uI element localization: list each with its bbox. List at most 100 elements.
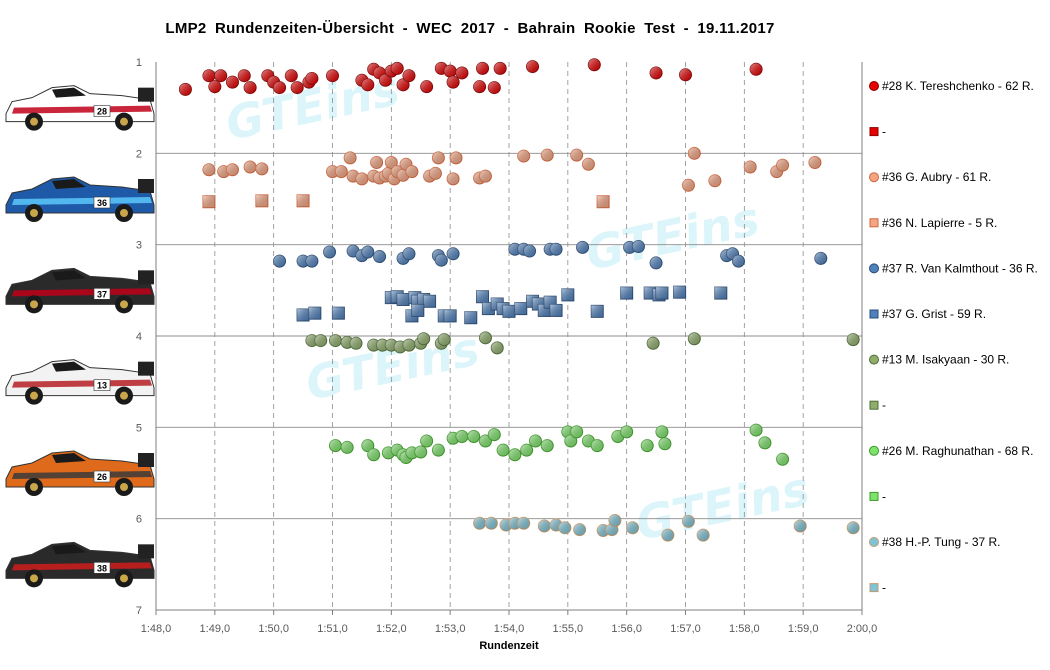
data-point-shade	[473, 80, 486, 93]
car-number: 36	[97, 198, 107, 208]
axes: 1:48,0 1:49,0 1:50,0 1:51,0 1:52,0 1:53,0 1:54…	[136, 57, 877, 635]
data-point-shade	[405, 165, 418, 178]
data-point-shade	[391, 62, 404, 75]
data-point-shade	[305, 255, 318, 268]
y-tick-label: 6	[136, 514, 142, 526]
data-point-shade	[444, 65, 457, 78]
data-point-shade	[708, 174, 721, 187]
data-point-shade	[479, 170, 492, 183]
data-point-shade	[485, 517, 498, 530]
data-point-shade	[341, 441, 354, 454]
series-8	[328, 423, 790, 466]
data-point-shade	[255, 194, 268, 207]
legend-marker	[869, 354, 879, 365]
data-point-shade	[517, 517, 530, 530]
data-point-shade	[438, 333, 451, 346]
data-point-shade	[467, 430, 480, 443]
car-number-plate	[93, 196, 111, 209]
car-stripe	[12, 197, 152, 205]
data-point-shade	[423, 295, 436, 308]
car-number-plate	[93, 379, 111, 391]
data-point-shade	[367, 448, 380, 461]
car-rim	[30, 574, 38, 583]
data-point-shade	[673, 286, 686, 299]
data-point-shade	[679, 68, 692, 81]
car-image: 36	[5, 176, 155, 222]
legend-marker	[869, 263, 879, 274]
data-point-shade	[208, 80, 221, 93]
legend-marker	[869, 127, 879, 137]
car-rim	[30, 483, 38, 491]
data-point-shade	[570, 149, 583, 162]
legend-marker	[869, 445, 879, 456]
data-point-shade	[847, 333, 860, 346]
data-point-shade	[397, 78, 410, 91]
x-tick-label: 1:56,0	[611, 623, 642, 635]
series-0	[178, 58, 763, 96]
data-point-shade	[776, 453, 789, 466]
data-point-shade	[682, 515, 695, 528]
data-point-shade	[326, 69, 339, 82]
data-point-shade	[473, 517, 486, 530]
legend-marker	[869, 309, 879, 319]
grid	[156, 62, 862, 610]
car-cockpit	[52, 270, 86, 281]
data-point-shade	[432, 444, 445, 457]
car-stripe	[12, 471, 152, 479]
data-point-shade	[514, 302, 527, 315]
data-point-shade	[641, 439, 654, 452]
series-5	[296, 285, 728, 325]
x-tick-label: 1:54,0	[494, 623, 525, 635]
x-tick-label: 1:50,0	[258, 623, 289, 635]
data-point-shade	[647, 337, 660, 350]
car-image: 37	[5, 267, 155, 314]
y-tick-label: 5	[136, 422, 142, 434]
data-point-shade	[411, 304, 424, 317]
x-axis-title: Rundenzeit	[479, 640, 539, 652]
data-point-shade	[655, 425, 668, 438]
data-point-shade	[503, 305, 515, 318]
x-tick-label: 1:59,0	[788, 623, 819, 635]
data-point-shade	[373, 250, 386, 263]
data-point-shade	[273, 81, 286, 94]
data-point-shade	[682, 179, 695, 192]
data-point-shade	[476, 62, 489, 75]
data-point-shade	[455, 430, 468, 443]
car-number-plate	[93, 105, 111, 117]
data-point-shade	[808, 156, 821, 169]
data-point-shade	[591, 439, 604, 452]
data-point-shade	[202, 195, 215, 208]
data-point-shade	[632, 240, 645, 253]
data-point-shade	[658, 437, 671, 450]
data-point-shade	[526, 60, 539, 73]
car-number-plate	[93, 288, 111, 300]
y-tick-label: 1	[136, 57, 142, 69]
car-rim	[30, 391, 38, 400]
watermark-text: GTEins	[301, 321, 484, 410]
car-rim	[120, 391, 128, 400]
data-point-shade	[573, 523, 586, 536]
data-point-shade	[488, 81, 501, 94]
data-point-shade	[238, 69, 251, 82]
legend-label: -	[882, 581, 886, 595]
data-point-shade	[479, 331, 492, 344]
car-number: 38	[97, 563, 107, 573]
legend-label: -	[882, 489, 886, 503]
legend-entry: #13 M. Isakyaan - 30 R.	[869, 353, 1009, 367]
data-point-shade	[367, 339, 380, 352]
car-rim	[30, 209, 38, 217]
legend-entry: #37 G. Grist - 59 R.	[869, 307, 986, 321]
legend-entry: -	[869, 125, 886, 139]
data-point-shade	[273, 255, 286, 268]
data-point-shade	[464, 311, 477, 324]
data-point-shade	[661, 529, 674, 542]
legend-entry: #36 N. Lapierre - 5 R.	[869, 216, 997, 230]
data-point-shade	[688, 147, 701, 160]
car-image: 26	[5, 450, 155, 496]
car-cockpit	[52, 453, 86, 463]
data-point-shade	[541, 439, 554, 452]
legend-label: #38 H.-P. Tung - 37 R.	[882, 535, 1001, 549]
data-point-shade	[285, 69, 298, 82]
data-point-shade	[202, 69, 215, 82]
